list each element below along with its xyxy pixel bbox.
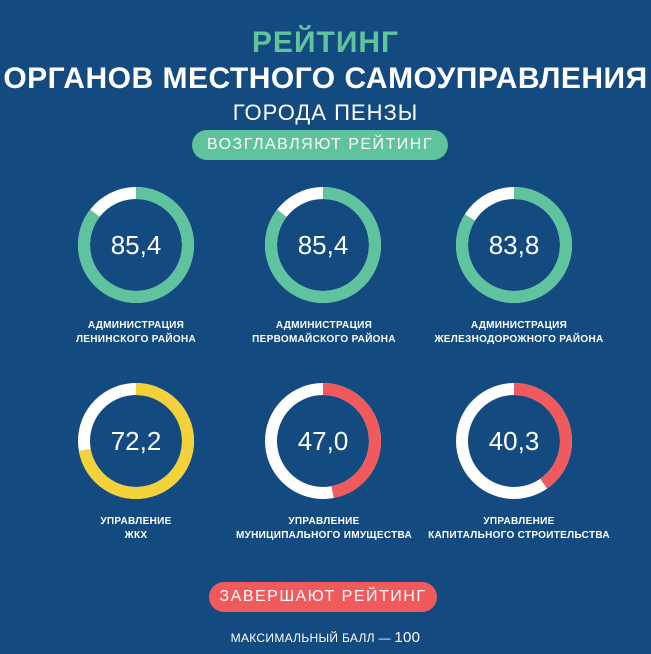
donut-value-arc <box>265 187 381 303</box>
caption-line1: АДМИНИСТРАЦИЯ <box>275 320 373 331</box>
donut-value-arc <box>78 187 194 303</box>
caption-item-1: АДМИНИСТРАЦИЯ ПЕРВОМАЙСКОГО РАЙОНА <box>219 319 429 347</box>
title-city: ГОРОДА ПЕНЗЫ <box>232 100 419 125</box>
caption-item-3: УПРАВЛЕНИЕ ЖКХ <box>31 515 241 543</box>
caption-line2: ЖКХ <box>124 530 148 541</box>
caption-item-5: УПРАВЛЕНИЕ КАПИТАЛЬНОГО СТРОИТЕЛЬСТВА <box>414 515 624 543</box>
max-score-value: 100 <box>394 629 421 646</box>
max-score-note: МАКСИМАЛЬНЫЙ БАЛЛ — 100 <box>0 629 651 646</box>
title-main: ОРГАНОВ МЕСТНОГО САМОУПРАВЛЕНИЯ <box>3 62 648 95</box>
donut-item-0: 85,4 <box>78 187 194 303</box>
donut-item-1: 85,4 <box>265 187 381 303</box>
donut-value-label: 85,4 <box>111 230 162 260</box>
donut-value-arc <box>456 187 572 303</box>
title-rating: РЕЙТИНГ <box>251 26 400 59</box>
donut-item-2: 83,8 <box>456 187 572 303</box>
caption-line2: ПЕРВОМАЙСКОГО РАЙОНА <box>252 334 396 345</box>
caption-line1: АДМИНИСТРАЦИЯ <box>87 320 185 331</box>
caption-line2: МУНИЦИПАЛЬНОГО ИМУЩЕСТВА <box>235 530 413 541</box>
caption-line2: КАПИТАЛЬНОГО СТРОИТЕЛЬСТВА <box>428 530 610 541</box>
donut-value-label: 85,4 <box>298 230 349 260</box>
max-score-text: МАКСИМАЛЬНЫЙ БАЛЛ — <box>230 631 391 645</box>
donut-value-label: 47,0 <box>298 426 349 456</box>
donut-item-3: 72,2 <box>78 383 194 499</box>
caption-item-2: АДМИНИСТРАЦИЯ ЖЕЛЕЗНОДОРОЖНОГО РАЙОНА <box>414 319 624 347</box>
trailers-badge: ЗАВЕРШАЮТ РЕЙТИНГ <box>209 582 437 612</box>
donut-value-label: 40,3 <box>489 426 540 456</box>
donut-item-4: 47,0 <box>265 383 381 499</box>
donut-value-label: 83,8 <box>489 230 540 260</box>
donut-value-arc <box>78 383 194 499</box>
caption-line1: УПРАВЛЕНИЕ <box>483 516 555 527</box>
donut-value-label: 72,2 <box>111 426 162 456</box>
caption-line2: ЖЕЛЕЗНОДОРОЖНОГО РАЙОНА <box>434 334 604 345</box>
caption-item-4: УПРАВЛЕНИЕ МУНИЦИПАЛЬНОГО ИМУЩЕСТВА <box>219 515 429 543</box>
donut-value-arc <box>265 383 381 499</box>
donut-item-5: 40,3 <box>456 383 572 499</box>
caption-line2: ЛЕНИНСКОГО РАЙОНА <box>75 334 197 345</box>
donut-value-arc <box>456 383 572 499</box>
caption-line1: АДМИНИСТРАЦИЯ <box>470 320 568 331</box>
caption-item-0: АДМИНИСТРАЦИЯ ЛЕНИНСКОГО РАЙОНА <box>31 319 241 347</box>
caption-line1: УПРАВЛЕНИЕ <box>100 516 172 527</box>
caption-line1: УПРАВЛЕНИЕ <box>288 516 360 527</box>
leaders-badge: ВОЗГЛАВЛЯЮТ РЕЙТИНГ <box>192 130 448 160</box>
